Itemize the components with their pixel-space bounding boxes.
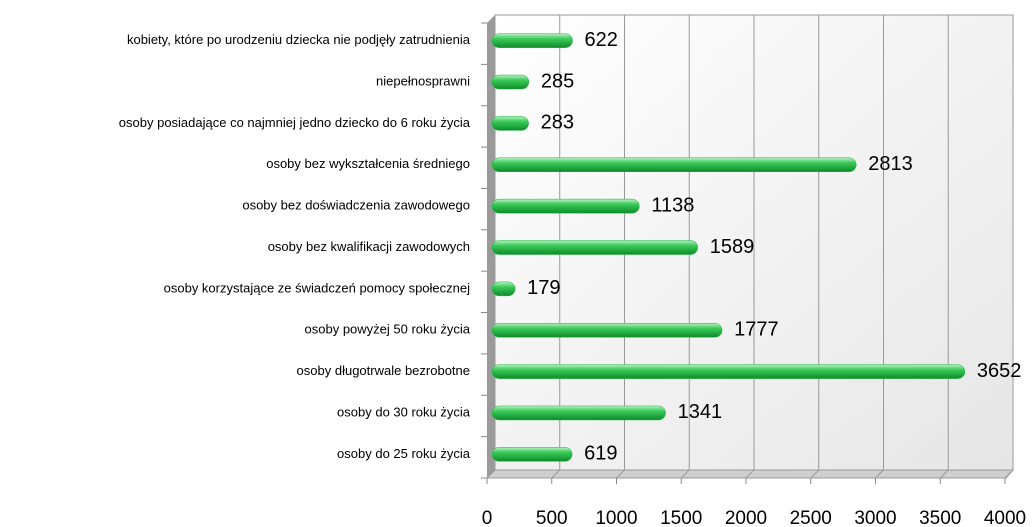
category-label: kobiety, które po urodzeniu dziecka nie … xyxy=(127,32,471,47)
x-tick-label: 4000 xyxy=(984,508,1026,527)
bar xyxy=(491,281,516,297)
bar xyxy=(491,364,966,379)
bar xyxy=(491,240,699,255)
value-label: 622 xyxy=(585,29,618,51)
category-label: niepełnosprawni xyxy=(376,73,470,88)
x-tick-label: 3000 xyxy=(854,508,896,527)
grid-line xyxy=(551,469,561,479)
bar xyxy=(491,198,640,214)
bar xyxy=(491,116,529,131)
value-label: 1138 xyxy=(651,194,694,216)
grid-line xyxy=(486,469,496,479)
bar xyxy=(491,405,666,421)
bar xyxy=(491,157,857,173)
bar xyxy=(491,322,723,338)
grid-line xyxy=(680,469,690,479)
value-label: 619 xyxy=(584,443,617,465)
category-label: osoby długotrwale bezrobotne xyxy=(297,363,470,378)
value-label: 3652 xyxy=(977,360,1022,382)
category-label: osoby do 25 roku życia xyxy=(337,446,471,461)
category-label: osoby posiadające co najmniej jedno dzie… xyxy=(119,115,471,130)
value-label: 1589 xyxy=(710,236,755,258)
value-label: 283 xyxy=(541,112,574,134)
category-label: osoby korzystające ze świadczeń pomocy s… xyxy=(164,280,470,295)
bar xyxy=(491,74,530,90)
value-label: 285 xyxy=(541,70,574,92)
value-label: 1341 xyxy=(678,401,723,423)
category-label: osoby powyżej 50 roku życia xyxy=(305,322,471,337)
grid-line xyxy=(939,469,949,479)
x-tick-label: 1500 xyxy=(660,508,702,527)
grid-line xyxy=(1004,469,1014,479)
side-wall xyxy=(487,15,495,478)
value-label: 2813 xyxy=(868,153,913,175)
value-label: 179 xyxy=(527,277,560,299)
grid-line xyxy=(616,469,625,479)
bar xyxy=(491,33,573,48)
category-label: osoby do 30 roku życia xyxy=(337,404,471,419)
x-tick-label: 2500 xyxy=(790,508,832,527)
x-tick-label: 3500 xyxy=(919,508,961,527)
grid-line xyxy=(875,469,884,479)
category-label: osoby bez wykształcenia średniego xyxy=(266,156,470,171)
grid-line xyxy=(745,469,755,479)
x-tick-label: 2000 xyxy=(725,508,767,527)
grid-line xyxy=(810,469,820,479)
value-label: 1777 xyxy=(734,319,779,341)
x-tick-label: 0 xyxy=(482,508,493,527)
x-tick-label: 500 xyxy=(536,508,568,527)
x-tick-label: 1000 xyxy=(595,508,637,527)
bar xyxy=(491,447,573,462)
category-label: osoby bez doświadczenia zawodowego xyxy=(242,198,470,213)
category-label: osoby bez kwalifikacji zawodowych xyxy=(268,239,470,254)
